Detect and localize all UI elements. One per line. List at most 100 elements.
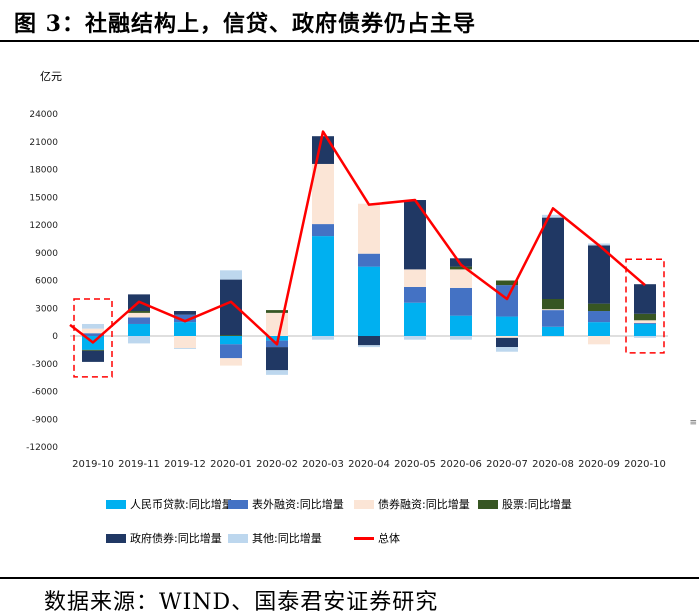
y-tick-label: 6000	[35, 277, 58, 287]
bar-segment-s0-12	[634, 323, 656, 336]
legend-swatch-other	[228, 533, 248, 543]
bar-segment-s2-2	[174, 336, 196, 349]
bar-segment-s3-12	[634, 313, 656, 321]
x-tick-label: 2019-10	[72, 459, 114, 470]
legend-label-other: 其他:同比增量	[252, 532, 322, 545]
y-tick-label: 15000	[29, 193, 58, 203]
bar-segment-s4-8	[450, 258, 472, 267]
y-axis-unit: 亿元	[40, 70, 62, 83]
bar-segment-s0-7	[404, 302, 426, 336]
bar-segment-s0-6	[358, 266, 380, 336]
bar-segment-s0-1	[128, 323, 150, 336]
bar-segment-s3-3	[220, 335, 242, 336]
y-tick-label: 21000	[29, 138, 58, 148]
bar-segment-s2-0	[82, 328, 104, 334]
legend-label-bonds: 债券融资:同比增量	[378, 498, 470, 511]
total-line-layer	[69, 130, 646, 346]
bar-segment-s2-4	[266, 312, 288, 336]
x-tick-label: 2020-09	[578, 459, 620, 470]
legend-swatch-govbonds	[106, 533, 126, 543]
y-tick-label: 24000	[29, 110, 58, 120]
bar-segment-s2-6	[358, 203, 380, 254]
bar-segment-s3-1	[128, 311, 150, 313]
bar-segment-s2-7	[404, 269, 426, 287]
stacked-bar-chart: -12000 -9000 -6000 -3000 0 3000 6000 9000 12000 1…	[26, 110, 668, 470]
x-tick-label: 2020-07	[486, 459, 528, 470]
highlight-box-2019-10	[73, 298, 113, 378]
x-tick-label: 2020-04	[348, 459, 390, 470]
bar-segment-s1-2	[174, 314, 196, 323]
x-axis: 2019-10 2019-11 2019-12 2020-01 2020-02 2020-…	[72, 459, 666, 470]
bar-segment-s2-9	[496, 336, 518, 338]
y-axis: -12000 -9000 -6000 -3000 0 3000 6000 9000 12000 1…	[26, 110, 668, 453]
y-tick-label: 9000	[35, 249, 58, 259]
bar-segment-s3-8	[450, 266, 472, 270]
bar-segment-s0-4	[266, 336, 288, 341]
bar-segment-s4-11	[588, 245, 610, 304]
bar-segment-s5-7	[404, 336, 426, 340]
bar-segment-s1-6	[358, 253, 380, 267]
bars-layer	[82, 136, 656, 375]
legend-label-stocks: 股票:同比增量	[502, 498, 572, 511]
bar-segment-s1-12	[634, 323, 656, 324]
y-tick-label: -12000	[26, 443, 58, 453]
x-tick-label: 2020-05	[394, 459, 436, 470]
bar-segment-s5-10	[542, 214, 564, 218]
bar-segment-s5-4	[266, 370, 288, 375]
edge-mark: ≡	[689, 418, 697, 428]
bar-segment-s4-12	[634, 284, 656, 314]
bar-segment-s3-4	[266, 310, 288, 313]
figure-title: 图 3：社融结构上，信贷、政府债券仍占主导	[14, 11, 476, 37]
x-tick-label: 2020-06	[440, 459, 482, 470]
bar-segment-s1-3	[220, 344, 242, 359]
bar-segment-s5-8	[450, 336, 472, 340]
legend-item-total: 总体	[354, 530, 400, 546]
y-tick-label: 3000	[35, 304, 58, 314]
bar-segment-s5-2	[174, 348, 196, 349]
legend-swatch-bonds	[354, 499, 374, 509]
bar-segment-s4-3	[220, 279, 242, 336]
legend-swatch-total	[354, 536, 374, 540]
highlight-box-2020-10	[625, 258, 665, 354]
x-tick-label: 2020-08	[532, 459, 574, 470]
bar-segment-s1-8	[450, 287, 472, 316]
y-tick-label: -6000	[32, 388, 58, 398]
x-tick-label: 2020-10	[624, 459, 666, 470]
legend-label-loans: 人民币贷款:同比增量	[130, 498, 233, 511]
bar-segment-s4-2	[174, 311, 196, 315]
bar-segment-s1-7	[404, 286, 426, 303]
bar-segment-s4-5	[312, 136, 334, 164]
bar-segment-s4-6	[358, 336, 380, 346]
legend-swatch-offbalance	[228, 499, 248, 509]
bar-segment-s0-10	[542, 326, 564, 336]
bar-segment-s0-8	[450, 315, 472, 336]
legend-item-bonds: 债券融资:同比增量	[354, 496, 470, 512]
legend-label-total: 总体	[378, 532, 400, 545]
bar-segment-s5-6	[358, 345, 380, 348]
legend-swatch-stocks	[478, 499, 498, 509]
y-tick-label: 12000	[29, 221, 58, 231]
bar-segment-s3-11	[588, 303, 610, 312]
legend-item-other: 其他:同比增量	[228, 530, 322, 546]
bar-segment-s2-5	[312, 163, 334, 225]
x-tick-label: 2020-03	[302, 459, 344, 470]
legend-item-loans: 人民币贷款:同比增量	[106, 496, 233, 512]
bar-segment-s5-1	[128, 336, 150, 344]
legend-swatch-loans	[106, 499, 126, 509]
bar-segment-s3-0	[82, 349, 104, 351]
bar-segment-s1-0	[82, 333, 104, 336]
bar-segment-s4-9	[496, 337, 518, 348]
y-tick-label: -9000	[32, 415, 58, 425]
total-line	[69, 130, 646, 346]
bar-segment-s5-9	[496, 347, 518, 352]
x-tick-label: 2020-01	[210, 459, 252, 470]
bar-segment-s0-3	[220, 336, 242, 345]
source-note: 数据来源：WIND、国泰君安证券研究	[44, 590, 439, 615]
bar-segment-s4-0	[82, 350, 104, 362]
bar-segment-s5-0	[82, 323, 104, 329]
top-rule	[0, 40, 699, 42]
bar-segment-s1-10	[542, 310, 564, 327]
bar-segment-s0-11	[588, 322, 610, 336]
y-tick-label: 0	[52, 332, 58, 342]
legend-item-govbonds: 政府债券:同比增量	[106, 530, 222, 546]
